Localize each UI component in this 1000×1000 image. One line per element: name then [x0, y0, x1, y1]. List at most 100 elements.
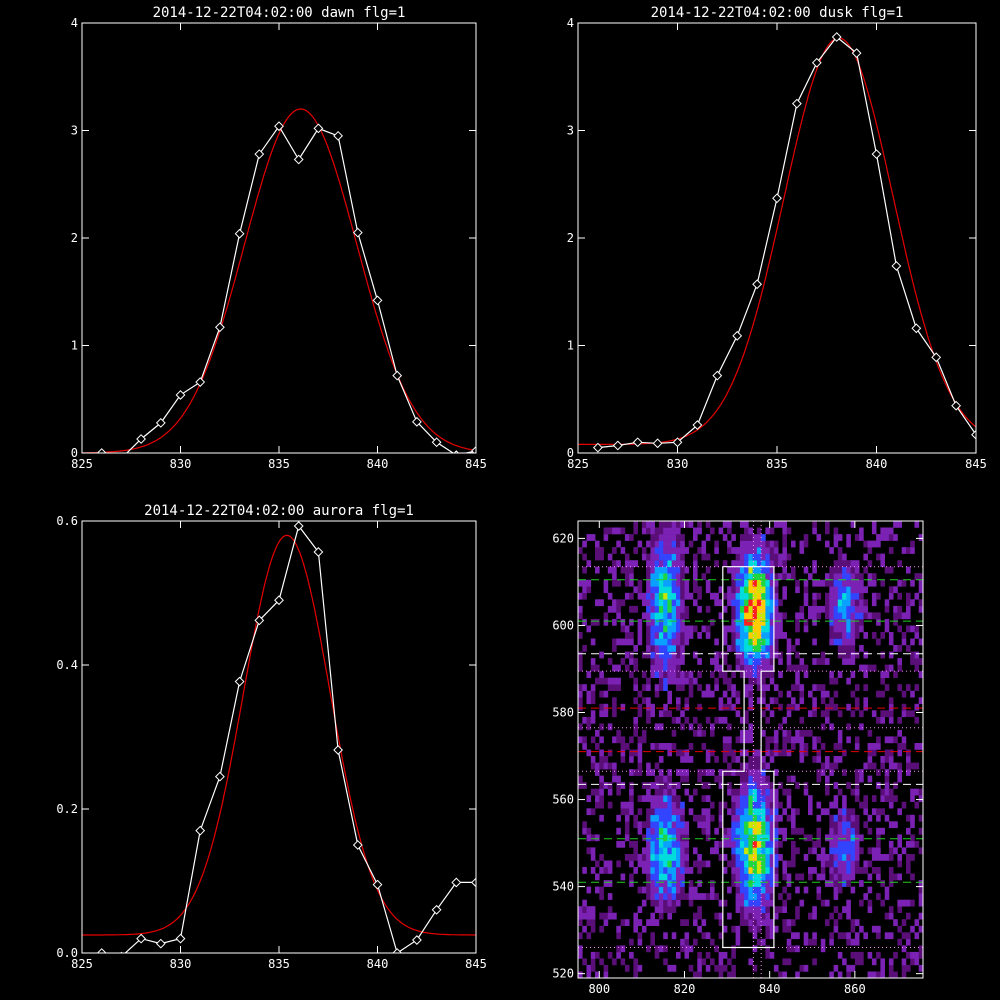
x-tick-label: 835 [268, 957, 290, 971]
plot-area [82, 521, 476, 953]
line-panel-2: 825 830 835 840 845 0.0 0.2 0.4 0.6 2014-12-22T04… [56, 503, 487, 971]
data-point [274, 121, 284, 132]
x-tick-label: 845 [965, 457, 987, 471]
data-point [313, 547, 324, 557]
data-point [372, 879, 383, 890]
y-tick-label: 560 [552, 793, 574, 807]
x-tick-label: 820 [674, 982, 696, 996]
x-tick-label: 825 [71, 457, 93, 471]
x-tick-label: 830 [170, 957, 192, 971]
y-tick-label: 1 [71, 339, 78, 353]
y-tick-label: 2 [71, 231, 78, 245]
plot-frame [81, 520, 477, 954]
data-point [333, 130, 344, 141]
data-point [453, 450, 460, 453]
data-line [101, 524, 476, 953]
data-point [136, 933, 147, 944]
x-tick-label: 835 [766, 457, 788, 471]
y-tick-label: 620 [552, 531, 574, 545]
data-line [597, 36, 976, 449]
data-point [392, 370, 403, 381]
y-tick-label: 3 [71, 124, 78, 138]
y-tick-label: 2 [567, 231, 574, 245]
x-tick-label: 840 [367, 457, 389, 471]
data-point [155, 417, 166, 428]
chart-title: 2014-12-22T04:02:00 dawn flg=1 [153, 5, 406, 21]
y-tick-label: 580 [552, 706, 574, 720]
fit-curve [578, 37, 976, 445]
data-point [155, 938, 166, 949]
y-tick-label: 520 [552, 967, 574, 981]
x-tick-label: 840 [866, 457, 888, 471]
plot-area [578, 521, 923, 978]
data-point [274, 595, 284, 606]
data-point [175, 933, 186, 944]
data-point [117, 454, 125, 462]
plot-frame [577, 22, 977, 454]
data-point [175, 390, 186, 400]
data-point [411, 935, 422, 945]
data-point [592, 442, 603, 453]
y-tick-label: 0 [567, 446, 574, 460]
data-point [451, 877, 462, 888]
data-point [752, 279, 763, 290]
data-point [392, 948, 403, 953]
fit-curve [82, 108, 476, 453]
data-point [234, 228, 245, 239]
data-point [96, 448, 107, 453]
data-point [871, 149, 882, 160]
plot-area [578, 32, 976, 453]
data-point [214, 322, 225, 333]
data-point [652, 438, 663, 449]
data-line [101, 125, 476, 453]
x-tick-label: 835 [268, 457, 290, 471]
y-tick-label: 0.2 [56, 802, 78, 816]
data-point [293, 154, 304, 165]
data-point [911, 323, 922, 334]
data-point [811, 57, 822, 68]
y-tick-label: 1 [567, 339, 574, 353]
plot-area [82, 108, 476, 462]
data-point [712, 370, 723, 381]
y-tick-label: 0.0 [56, 946, 78, 960]
data-point [254, 615, 265, 626]
chart-title: 2014-12-22T04:02:00 dusk flg=1 [651, 5, 904, 21]
y-tick-label: 3 [567, 124, 574, 138]
plot-frame [81, 22, 477, 454]
data-point [333, 745, 344, 755]
y-tick-label: 0.6 [56, 514, 78, 528]
heatmap-panel-3: 800 820 840 860 520 540 560 580 600 620 [552, 520, 924, 996]
data-point [136, 434, 147, 444]
y-tick-label: 600 [552, 618, 574, 632]
y-tick-label: 4 [567, 16, 574, 30]
y-tick-label: 540 [552, 880, 574, 894]
data-point [732, 330, 743, 341]
x-tick-label: 830 [170, 457, 192, 471]
data-point [411, 416, 422, 427]
data-point [234, 676, 245, 687]
data-point [293, 521, 304, 531]
data-point [612, 440, 623, 451]
data-point [431, 904, 442, 915]
data-point [195, 377, 206, 387]
data-point [632, 437, 643, 448]
data-point [951, 400, 962, 411]
data-point [891, 261, 902, 271]
fit-curve [82, 534, 476, 936]
data-point [791, 98, 802, 109]
data-point [352, 840, 363, 850]
data-point [931, 352, 942, 363]
data-point [831, 32, 842, 42]
data-point [431, 437, 442, 448]
x-tick-label: 800 [588, 982, 610, 996]
y-tick-label: 0 [71, 446, 78, 460]
data-point [692, 420, 703, 430]
x-tick-label: 845 [465, 957, 487, 971]
data-point [971, 429, 976, 440]
x-tick-label: 825 [71, 957, 93, 971]
data-point [254, 149, 265, 160]
data-point [851, 48, 862, 59]
x-tick-label: 840 [367, 957, 389, 971]
data-point [772, 193, 782, 204]
data-point [195, 825, 206, 836]
